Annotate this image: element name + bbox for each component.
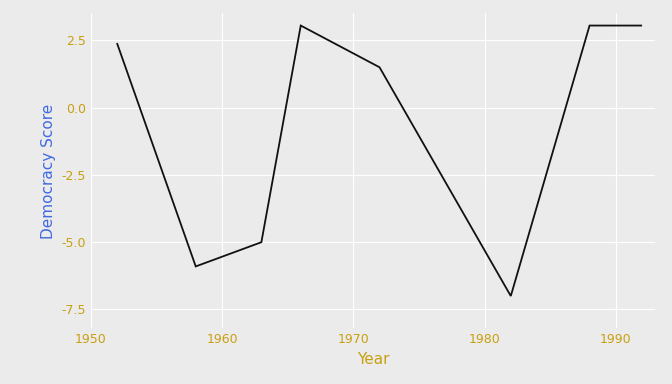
Y-axis label: Democracy Score: Democracy Score [41, 103, 56, 238]
X-axis label: Year: Year [357, 352, 389, 367]
